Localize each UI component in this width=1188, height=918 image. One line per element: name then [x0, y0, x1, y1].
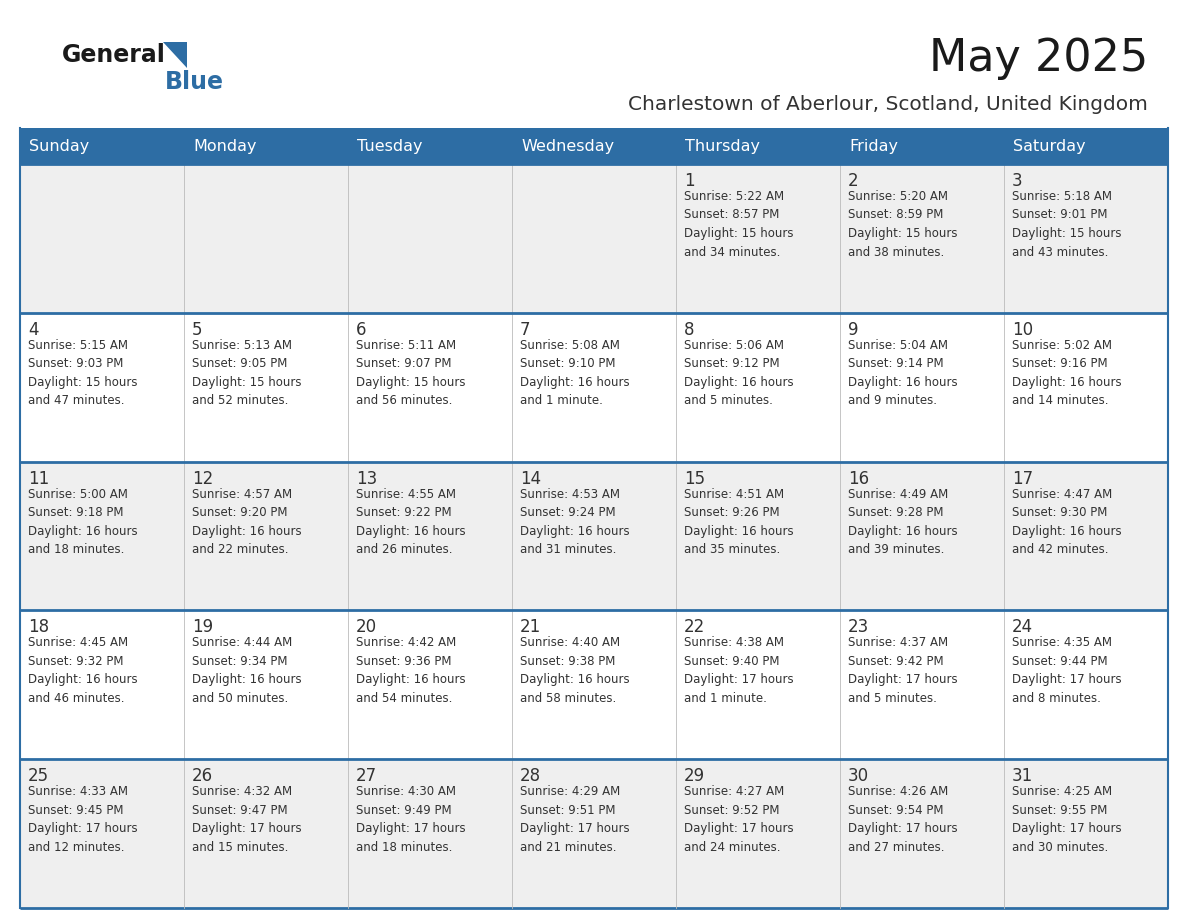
Text: 31: 31 — [1012, 767, 1034, 785]
Text: 29: 29 — [684, 767, 706, 785]
Text: Sunrise: 4:42 AM
Sunset: 9:36 PM
Daylight: 16 hours
and 54 minutes.: Sunrise: 4:42 AM Sunset: 9:36 PM Dayligh… — [356, 636, 466, 705]
Text: 6: 6 — [356, 320, 367, 339]
Text: Friday: Friday — [849, 139, 898, 153]
Text: Charlestown of Aberlour, Scotland, United Kingdom: Charlestown of Aberlour, Scotland, Unite… — [628, 95, 1148, 115]
Text: Sunrise: 4:47 AM
Sunset: 9:30 PM
Daylight: 16 hours
and 42 minutes.: Sunrise: 4:47 AM Sunset: 9:30 PM Dayligh… — [1012, 487, 1121, 556]
Text: 10: 10 — [1012, 320, 1034, 339]
Text: 8: 8 — [684, 320, 695, 339]
Text: 28: 28 — [520, 767, 541, 785]
Text: 1: 1 — [684, 172, 695, 190]
Text: 23: 23 — [848, 619, 870, 636]
Polygon shape — [163, 42, 187, 68]
Text: Sunrise: 4:49 AM
Sunset: 9:28 PM
Daylight: 16 hours
and 39 minutes.: Sunrise: 4:49 AM Sunset: 9:28 PM Dayligh… — [848, 487, 958, 556]
Text: 25: 25 — [29, 767, 49, 785]
Bar — [20, 759, 1168, 908]
Text: General: General — [62, 43, 166, 67]
Text: 9: 9 — [848, 320, 859, 339]
Text: Sunrise: 4:37 AM
Sunset: 9:42 PM
Daylight: 17 hours
and 5 minutes.: Sunrise: 4:37 AM Sunset: 9:42 PM Dayligh… — [848, 636, 958, 705]
Text: Sunrise: 4:35 AM
Sunset: 9:44 PM
Daylight: 17 hours
and 8 minutes.: Sunrise: 4:35 AM Sunset: 9:44 PM Dayligh… — [1012, 636, 1121, 705]
Text: Sunrise: 5:08 AM
Sunset: 9:10 PM
Daylight: 16 hours
and 1 minute.: Sunrise: 5:08 AM Sunset: 9:10 PM Dayligh… — [520, 339, 630, 408]
Text: Sunrise: 4:29 AM
Sunset: 9:51 PM
Daylight: 17 hours
and 21 minutes.: Sunrise: 4:29 AM Sunset: 9:51 PM Dayligh… — [520, 785, 630, 854]
Bar — [20, 313, 1168, 462]
Text: 15: 15 — [684, 470, 706, 487]
Text: 4: 4 — [29, 320, 38, 339]
Text: Sunrise: 5:18 AM
Sunset: 9:01 PM
Daylight: 15 hours
and 43 minutes.: Sunrise: 5:18 AM Sunset: 9:01 PM Dayligh… — [1012, 190, 1121, 259]
Text: Sunrise: 4:55 AM
Sunset: 9:22 PM
Daylight: 16 hours
and 26 minutes.: Sunrise: 4:55 AM Sunset: 9:22 PM Dayligh… — [356, 487, 466, 556]
Text: Sunrise: 5:06 AM
Sunset: 9:12 PM
Daylight: 16 hours
and 5 minutes.: Sunrise: 5:06 AM Sunset: 9:12 PM Dayligh… — [684, 339, 794, 408]
Text: 21: 21 — [520, 619, 542, 636]
Text: 11: 11 — [29, 470, 49, 487]
Text: 26: 26 — [192, 767, 213, 785]
Text: May 2025: May 2025 — [929, 37, 1148, 80]
Text: Sunrise: 5:02 AM
Sunset: 9:16 PM
Daylight: 16 hours
and 14 minutes.: Sunrise: 5:02 AM Sunset: 9:16 PM Dayligh… — [1012, 339, 1121, 408]
Text: Sunrise: 4:40 AM
Sunset: 9:38 PM
Daylight: 16 hours
and 58 minutes.: Sunrise: 4:40 AM Sunset: 9:38 PM Dayligh… — [520, 636, 630, 705]
Text: Saturday: Saturday — [1013, 139, 1086, 153]
Bar — [20, 128, 1168, 164]
Text: Sunrise: 5:00 AM
Sunset: 9:18 PM
Daylight: 16 hours
and 18 minutes.: Sunrise: 5:00 AM Sunset: 9:18 PM Dayligh… — [29, 487, 138, 556]
Text: 3: 3 — [1012, 172, 1023, 190]
Text: Sunrise: 5:13 AM
Sunset: 9:05 PM
Daylight: 15 hours
and 52 minutes.: Sunrise: 5:13 AM Sunset: 9:05 PM Dayligh… — [192, 339, 302, 408]
Text: Sunrise: 4:30 AM
Sunset: 9:49 PM
Daylight: 17 hours
and 18 minutes.: Sunrise: 4:30 AM Sunset: 9:49 PM Dayligh… — [356, 785, 466, 854]
Text: 20: 20 — [356, 619, 377, 636]
Text: Thursday: Thursday — [685, 139, 760, 153]
Text: 22: 22 — [684, 619, 706, 636]
Text: 24: 24 — [1012, 619, 1034, 636]
Text: Sunrise: 4:26 AM
Sunset: 9:54 PM
Daylight: 17 hours
and 27 minutes.: Sunrise: 4:26 AM Sunset: 9:54 PM Dayligh… — [848, 785, 958, 854]
Text: Sunrise: 5:22 AM
Sunset: 8:57 PM
Daylight: 15 hours
and 34 minutes.: Sunrise: 5:22 AM Sunset: 8:57 PM Dayligh… — [684, 190, 794, 259]
Text: Tuesday: Tuesday — [358, 139, 423, 153]
Text: Sunrise: 4:53 AM
Sunset: 9:24 PM
Daylight: 16 hours
and 31 minutes.: Sunrise: 4:53 AM Sunset: 9:24 PM Dayligh… — [520, 487, 630, 556]
Bar — [20, 164, 1168, 313]
Text: Sunrise: 5:04 AM
Sunset: 9:14 PM
Daylight: 16 hours
and 9 minutes.: Sunrise: 5:04 AM Sunset: 9:14 PM Dayligh… — [848, 339, 958, 408]
Text: 19: 19 — [192, 619, 213, 636]
Bar — [20, 610, 1168, 759]
Text: Monday: Monday — [192, 139, 257, 153]
Text: Sunrise: 4:25 AM
Sunset: 9:55 PM
Daylight: 17 hours
and 30 minutes.: Sunrise: 4:25 AM Sunset: 9:55 PM Dayligh… — [1012, 785, 1121, 854]
Text: 27: 27 — [356, 767, 377, 785]
Text: Sunrise: 4:32 AM
Sunset: 9:47 PM
Daylight: 17 hours
and 15 minutes.: Sunrise: 4:32 AM Sunset: 9:47 PM Dayligh… — [192, 785, 302, 854]
Text: 2: 2 — [848, 172, 859, 190]
Text: Sunrise: 4:38 AM
Sunset: 9:40 PM
Daylight: 17 hours
and 1 minute.: Sunrise: 4:38 AM Sunset: 9:40 PM Dayligh… — [684, 636, 794, 705]
Text: Sunrise: 5:11 AM
Sunset: 9:07 PM
Daylight: 15 hours
and 56 minutes.: Sunrise: 5:11 AM Sunset: 9:07 PM Dayligh… — [356, 339, 466, 408]
Text: 14: 14 — [520, 470, 541, 487]
Text: 17: 17 — [1012, 470, 1034, 487]
Text: Sunday: Sunday — [29, 139, 89, 153]
Text: Sunrise: 4:51 AM
Sunset: 9:26 PM
Daylight: 16 hours
and 35 minutes.: Sunrise: 4:51 AM Sunset: 9:26 PM Dayligh… — [684, 487, 794, 556]
Text: Sunrise: 4:44 AM
Sunset: 9:34 PM
Daylight: 16 hours
and 50 minutes.: Sunrise: 4:44 AM Sunset: 9:34 PM Dayligh… — [192, 636, 302, 705]
Text: 30: 30 — [848, 767, 870, 785]
Text: 16: 16 — [848, 470, 870, 487]
Text: 5: 5 — [192, 320, 202, 339]
Text: Wednesday: Wednesday — [522, 139, 614, 153]
Text: Blue: Blue — [165, 70, 225, 94]
Text: Sunrise: 4:57 AM
Sunset: 9:20 PM
Daylight: 16 hours
and 22 minutes.: Sunrise: 4:57 AM Sunset: 9:20 PM Dayligh… — [192, 487, 302, 556]
Text: 12: 12 — [192, 470, 214, 487]
Text: 18: 18 — [29, 619, 49, 636]
Text: 7: 7 — [520, 320, 531, 339]
Bar — [20, 462, 1168, 610]
Text: 13: 13 — [356, 470, 378, 487]
Text: Sunrise: 5:15 AM
Sunset: 9:03 PM
Daylight: 15 hours
and 47 minutes.: Sunrise: 5:15 AM Sunset: 9:03 PM Dayligh… — [29, 339, 138, 408]
Text: Sunrise: 4:27 AM
Sunset: 9:52 PM
Daylight: 17 hours
and 24 minutes.: Sunrise: 4:27 AM Sunset: 9:52 PM Dayligh… — [684, 785, 794, 854]
Text: Sunrise: 4:33 AM
Sunset: 9:45 PM
Daylight: 17 hours
and 12 minutes.: Sunrise: 4:33 AM Sunset: 9:45 PM Dayligh… — [29, 785, 138, 854]
Text: Sunrise: 5:20 AM
Sunset: 8:59 PM
Daylight: 15 hours
and 38 minutes.: Sunrise: 5:20 AM Sunset: 8:59 PM Dayligh… — [848, 190, 958, 259]
Text: Sunrise: 4:45 AM
Sunset: 9:32 PM
Daylight: 16 hours
and 46 minutes.: Sunrise: 4:45 AM Sunset: 9:32 PM Dayligh… — [29, 636, 138, 705]
